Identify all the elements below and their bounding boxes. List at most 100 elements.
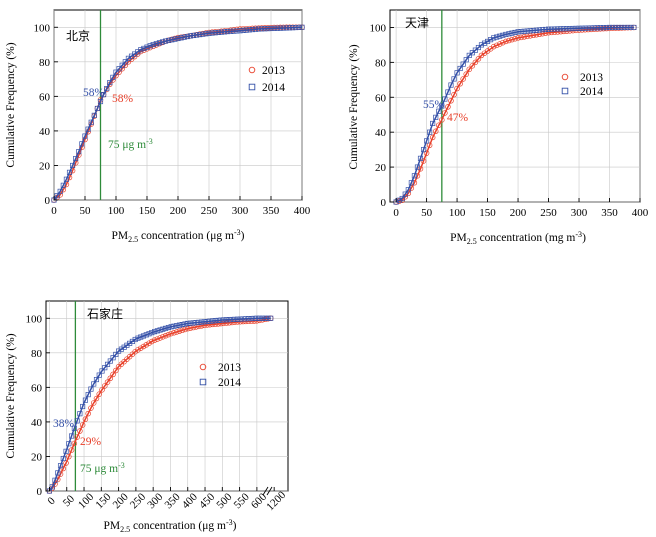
x-axis-title: PM2.5 concentration (μg m-3) <box>111 228 244 244</box>
data-point-2013 <box>417 166 424 172</box>
legend-marker-2013 <box>561 73 569 81</box>
y-tick-label: 0 <box>45 195 51 207</box>
data-point-2014 <box>408 180 414 186</box>
data-point-2014 <box>396 197 402 203</box>
y-tick-label: 40 <box>39 126 51 138</box>
data-point-2014 <box>140 333 147 339</box>
x-tick-label: 400 <box>632 207 649 219</box>
y-tick-label: 80 <box>31 348 43 360</box>
data-point-2014 <box>110 74 116 80</box>
data-point-2013 <box>162 333 169 339</box>
data-point-2013 <box>146 340 152 346</box>
data-point-2013 <box>463 71 469 77</box>
annotation-2013: 29% <box>80 436 102 448</box>
data-point-2014 <box>73 155 79 162</box>
data-point-2014 <box>466 52 472 58</box>
data-point-2014 <box>119 62 125 68</box>
y-axis-title: Cumulative Frequency (%) <box>348 44 360 169</box>
data-point-2014 <box>54 193 60 199</box>
data-point-2013 <box>85 410 91 417</box>
data-point-2014 <box>488 37 494 43</box>
data-point-2014 <box>113 351 119 357</box>
data-point-2013 <box>132 348 138 355</box>
threshold-label: 75 μg m-3 <box>80 461 125 475</box>
annotation-2013: 47% <box>447 112 469 124</box>
x-tick-label: 250 <box>201 205 218 217</box>
y-tick-label: 80 <box>375 57 387 69</box>
data-point-2013 <box>93 395 100 402</box>
data-point-2014 <box>99 368 105 374</box>
data-point-2013 <box>157 335 163 341</box>
data-point-2013 <box>110 371 116 378</box>
data-point-2014 <box>57 463 64 469</box>
x-tick-label: 350 <box>163 491 184 512</box>
data-point-2013 <box>497 41 503 47</box>
y-axis-title: Cumulative Frequency (%) <box>5 333 17 458</box>
data-point-2013 <box>426 142 433 149</box>
x-tick-label: 350 <box>263 205 280 217</box>
data-point-2013 <box>165 331 172 338</box>
legend-marker-2014 <box>248 83 256 91</box>
legend: 2013 2014 <box>561 72 603 98</box>
x-tick-label: 50 <box>61 493 78 510</box>
y-tick-label: 60 <box>31 382 43 394</box>
data-point-2014 <box>143 332 149 338</box>
data-point-2013 <box>460 76 466 82</box>
data-point-2014 <box>96 372 102 378</box>
data-point-2013 <box>466 66 473 73</box>
x-tick-label: 350 <box>601 207 618 219</box>
data-point-2013 <box>90 400 97 406</box>
data-point-2013 <box>160 334 166 340</box>
data-point-2014 <box>460 61 466 67</box>
data-point-2014 <box>104 86 110 92</box>
data-point-2013 <box>469 63 476 69</box>
data-point-2014 <box>478 42 485 48</box>
y-tick-label: 60 <box>375 92 387 104</box>
data-point-2013 <box>472 59 479 66</box>
data-point-2014 <box>405 187 411 193</box>
data-point-2013 <box>96 391 102 397</box>
series-group <box>393 24 637 205</box>
data-point-2014 <box>436 108 442 114</box>
gridlines <box>53 10 303 201</box>
data-point-2014 <box>448 82 454 88</box>
data-point-2014 <box>116 66 122 72</box>
y-tick-label: 20 <box>375 162 387 174</box>
data-point-2014 <box>107 358 113 364</box>
data-point-2013 <box>68 447 75 453</box>
x-tick-label: 200 <box>111 491 132 512</box>
data-point-2013 <box>436 122 442 128</box>
data-point-2014 <box>97 98 104 105</box>
data-point-2014 <box>60 182 66 188</box>
data-point-2013 <box>475 56 482 62</box>
data-point-2014 <box>77 411 83 417</box>
data-point-2014 <box>91 112 97 118</box>
data-point-2014 <box>57 188 63 194</box>
legend-marker-2014 <box>199 378 207 386</box>
x-tick-label: 550 <box>232 491 253 512</box>
legend-label-2014: 2014 <box>262 82 285 94</box>
y-tick-label: 60 <box>39 91 51 103</box>
data-point-2014 <box>94 105 100 112</box>
data-point-2014 <box>122 59 128 65</box>
data-point-2013 <box>77 428 83 434</box>
legend-label-2013: 2013 <box>218 362 241 374</box>
city-label: 北京 <box>66 29 90 43</box>
annotation-2014: 38% <box>53 418 75 430</box>
data-point-2013 <box>143 342 150 348</box>
data-point-2014 <box>80 403 86 410</box>
data-point-2013 <box>104 379 111 385</box>
city-label: 天津 <box>405 16 429 30</box>
y-tick-label: 100 <box>370 22 387 34</box>
x-tick-label: 450 <box>197 491 218 512</box>
data-point-2014 <box>146 331 152 337</box>
data-point-2013 <box>442 110 448 116</box>
series-line-2014 <box>48 317 271 492</box>
data-point-2014 <box>52 477 58 483</box>
data-point-2014 <box>107 79 113 86</box>
legend-marker-2013 <box>199 363 207 371</box>
x-tick-label: 200 <box>510 207 527 219</box>
data-point-2014 <box>76 149 82 155</box>
axis-ticks: 0 50 100 150 200 250 300 350 400 0 20 40 60 80 100 <box>34 22 311 217</box>
